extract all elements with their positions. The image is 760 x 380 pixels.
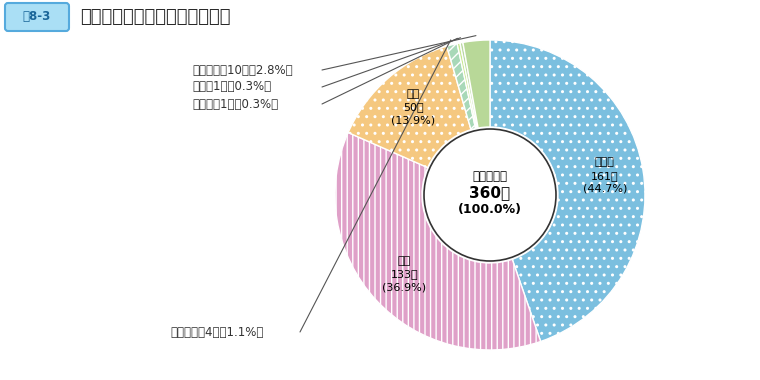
- Text: 中東　1人（0.3%）: 中東 1人（0.3%）: [192, 81, 271, 93]
- Wedge shape: [457, 43, 477, 128]
- Text: (100.0%): (100.0%): [458, 204, 522, 217]
- Text: 北米
50人
(13.9%): 北米 50人 (13.9%): [391, 89, 435, 125]
- Text: アジア
161人
(44.7%): アジア 161人 (44.7%): [583, 157, 627, 194]
- Text: 欧州
133人
(36.9%): 欧州 133人 (36.9%): [382, 256, 426, 292]
- Text: アフリカ　10人（2.8%）: アフリカ 10人（2.8%）: [192, 63, 293, 76]
- Text: 中南米　　4人（1.1%）: 中南米 4人（1.1%）: [170, 326, 264, 339]
- Wedge shape: [335, 133, 540, 350]
- Wedge shape: [460, 43, 478, 128]
- Wedge shape: [490, 40, 645, 342]
- Text: 派遣者総数: 派遣者総数: [473, 171, 508, 184]
- Wedge shape: [447, 44, 476, 130]
- Circle shape: [424, 129, 556, 261]
- Wedge shape: [463, 40, 490, 128]
- Text: 大洋州　1人（0.3%）: 大洋州 1人（0.3%）: [192, 98, 278, 111]
- FancyBboxPatch shape: [5, 3, 69, 31]
- Text: 令和元年度末派遣先地域別状況: 令和元年度末派遣先地域別状況: [80, 8, 230, 26]
- Text: 360人: 360人: [470, 185, 511, 201]
- Wedge shape: [348, 46, 471, 168]
- Text: 図8-3: 図8-3: [23, 11, 51, 24]
